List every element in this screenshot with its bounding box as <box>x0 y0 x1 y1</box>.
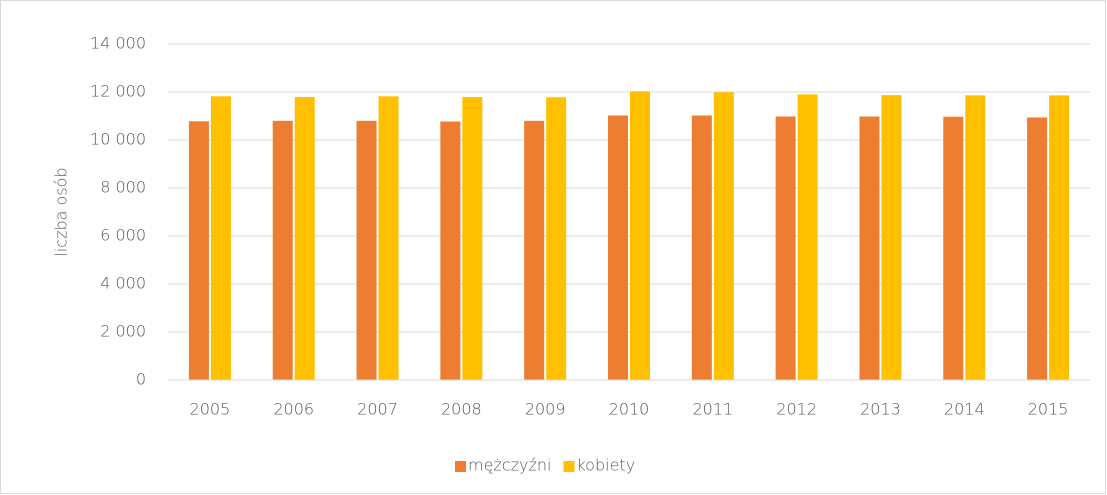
bar <box>965 95 986 381</box>
bar <box>272 120 293 381</box>
x-tick-label: 2006 <box>273 400 314 419</box>
y-tick-label: 8 000 <box>100 178 146 197</box>
bar <box>691 115 712 381</box>
bar <box>630 91 650 380</box>
legend-label: mężczyźni <box>468 456 551 475</box>
bar <box>210 96 231 380</box>
bar <box>1027 117 1048 380</box>
y-tick-label: 14 000 <box>90 34 146 53</box>
bar <box>881 95 902 381</box>
bar <box>608 115 628 381</box>
y-tick-label: 4 000 <box>100 274 146 293</box>
bar <box>188 121 209 380</box>
bar <box>859 116 880 380</box>
legend-swatch <box>563 461 575 472</box>
x-tick-label: 2013 <box>860 400 901 419</box>
bar <box>440 121 461 381</box>
bar <box>378 96 399 380</box>
y-tick-label: 0 <box>136 370 146 389</box>
bar <box>943 116 964 380</box>
y-tick-label: 12 000 <box>90 82 146 101</box>
bar <box>546 97 567 380</box>
bar <box>294 97 315 380</box>
x-tick-label: 2015 <box>1028 400 1069 419</box>
x-tick-label: 2007 <box>357 400 398 419</box>
x-tick-label: 2011 <box>692 400 733 419</box>
bar <box>775 116 796 380</box>
x-tick-label: 2010 <box>609 400 650 419</box>
x-tick-label: 2014 <box>944 400 985 419</box>
y-tick-label: 2 000 <box>100 322 146 341</box>
y-tick-label: 10 000 <box>90 130 146 149</box>
bar <box>356 120 377 381</box>
bar <box>462 97 483 380</box>
bar <box>524 120 545 381</box>
bar <box>1049 95 1070 381</box>
y-tick-label: 6 000 <box>100 226 146 245</box>
bar <box>713 92 734 381</box>
legend-swatch <box>455 461 466 472</box>
x-tick-label: 2009 <box>525 400 566 419</box>
x-tick-label: 2005 <box>190 400 231 419</box>
bar <box>797 94 818 381</box>
legend-label: kobiety <box>576 456 635 475</box>
x-tick-label: 2008 <box>441 400 482 419</box>
x-tick-label: 2012 <box>776 400 817 419</box>
y-axis-label: liczba osób <box>52 167 71 256</box>
